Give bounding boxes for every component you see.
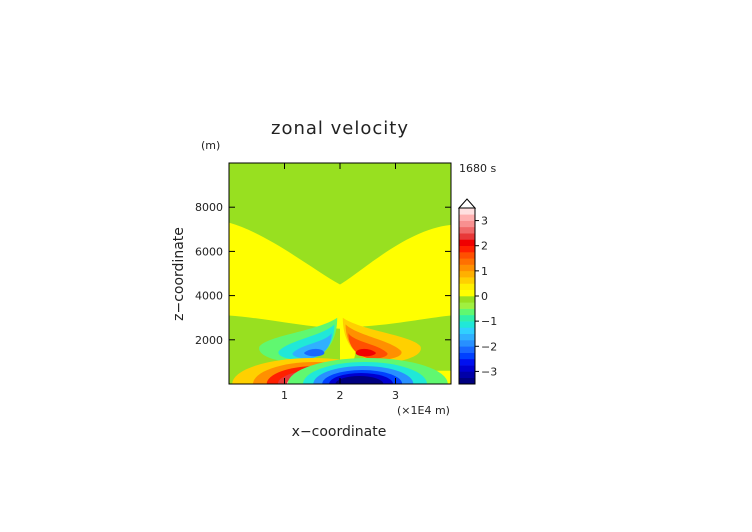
- colorbar-swatch: [459, 233, 475, 240]
- x-tick-label: 2: [337, 389, 344, 402]
- colorbar-swatch: [459, 258, 475, 265]
- y-axis: 2000 4000 6000 8000: [195, 201, 451, 347]
- colorbar-swatch: [459, 321, 475, 328]
- colorbar-swatch: [459, 277, 475, 284]
- surface-right-core: [335, 376, 384, 384]
- colorbar-swatch: [459, 327, 475, 335]
- colorbar-swatch: [459, 220, 475, 228]
- jet-right-core: [355, 348, 377, 357]
- contour-field: [229, 163, 451, 384]
- colorbar-swatch: [459, 352, 475, 360]
- colorbar-swatch: [459, 226, 475, 234]
- colorbar-swatch: [459, 270, 475, 278]
- x-tick-label: 3: [392, 389, 399, 402]
- colorbar-swatch: [459, 314, 475, 322]
- colorbar-swatch: [459, 333, 475, 341]
- colorbar-swatch: [459, 245, 475, 253]
- field-band-left: [229, 222, 340, 329]
- colorbar-tick-label: 1: [481, 265, 488, 278]
- colorbar-swatch: [459, 302, 475, 309]
- y-unit-label: (m): [201, 139, 220, 152]
- colorbar-swatch: [459, 377, 475, 385]
- x-tick-label: 1: [281, 389, 288, 402]
- colorbar-swatch: [459, 239, 475, 247]
- colorbar-tick-label: −2: [481, 340, 497, 353]
- colorbar-swatch: [459, 340, 475, 347]
- colorbar-tick-label: 2: [481, 240, 488, 253]
- colorbar-swatch: [459, 214, 475, 221]
- colorbar-tick-label: 0: [481, 290, 488, 303]
- colorbar-swatch: [459, 252, 475, 259]
- y-tick-label: 8000: [195, 201, 223, 214]
- colorbar-tick-label: −3: [481, 365, 497, 378]
- y-tick-label: 6000: [195, 245, 223, 258]
- field-band-right-upper: [340, 163, 451, 285]
- colorbar-swatch: [459, 371, 475, 379]
- colorbar-tick-label: 3: [481, 215, 488, 228]
- colorbar-swatch: [459, 283, 475, 291]
- colorbar: −3 −2 −1 0 1 2 3: [457, 198, 497, 385]
- colorbar-extend-arrow: [457, 198, 477, 209]
- colorbar-swatch: [459, 208, 475, 215]
- y-tick-label: 4000: [195, 290, 223, 303]
- time-label: 1680 s: [459, 162, 496, 175]
- x-unit-label: (×1E4 m): [397, 404, 450, 417]
- colorbar-swatch: [459, 358, 475, 366]
- colorbar-swatch: [459, 264, 475, 272]
- colorbar-tick-label: −1: [481, 315, 497, 328]
- y-tick-label: 2000: [195, 334, 223, 347]
- colorbar-swatch: [459, 289, 475, 297]
- colorbar-swatch: [459, 365, 475, 372]
- y-axis-label: z−coordinate: [171, 227, 187, 321]
- jet-left-core: [303, 348, 325, 357]
- x-axis: 1 2 3: [281, 163, 399, 402]
- colorbar-swatch: [459, 308, 475, 316]
- colorbar-swatch: [459, 346, 475, 353]
- chart-title: zonal velocity: [271, 118, 409, 139]
- colorbar-swatch: [459, 296, 475, 303]
- x-axis-label: x−coordinate: [292, 424, 387, 440]
